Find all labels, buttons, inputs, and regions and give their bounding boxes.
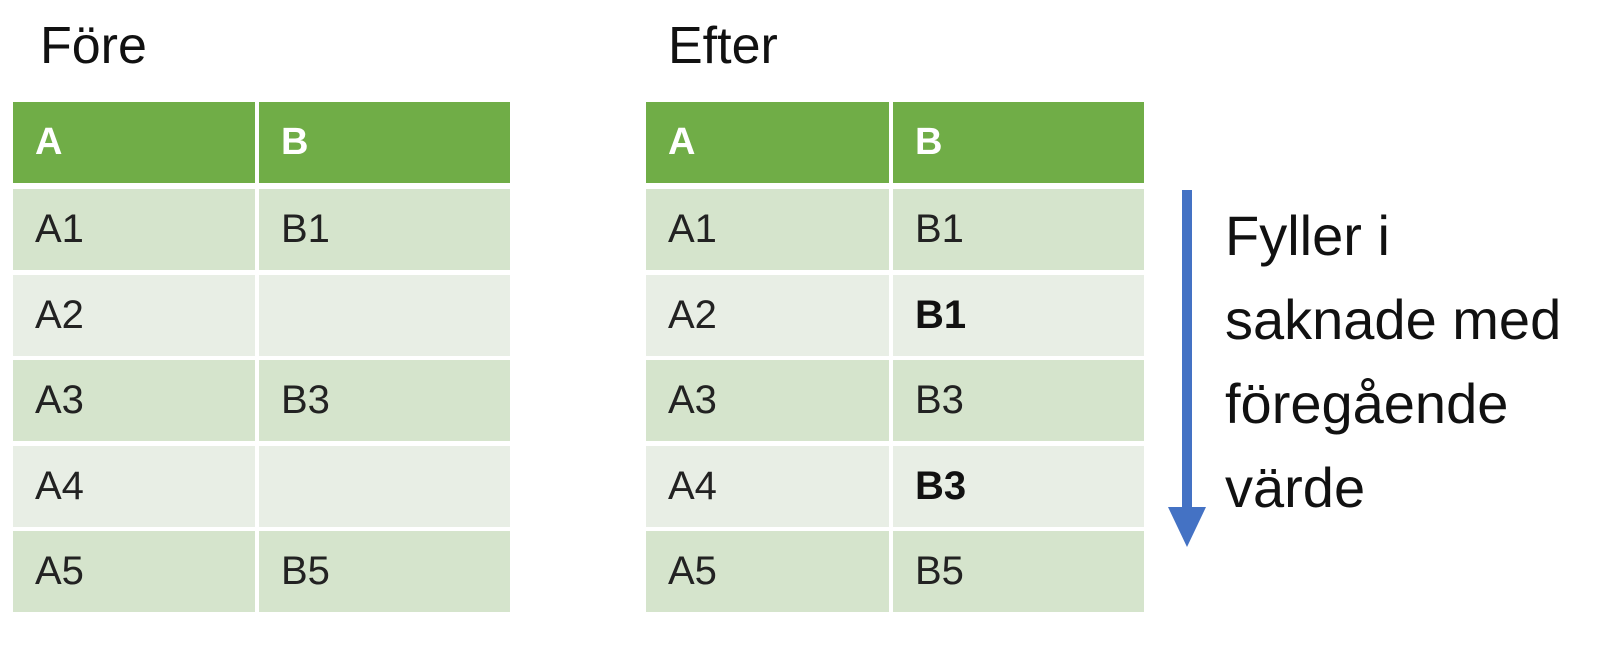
table-cell: B5 bbox=[893, 531, 1144, 612]
header-cell: B bbox=[893, 102, 1144, 183]
table-cell: B3 bbox=[259, 360, 510, 441]
table-cell: A5 bbox=[13, 531, 255, 612]
table-cell: A2 bbox=[13, 274, 255, 356]
note-line: Fyller i bbox=[1225, 204, 1390, 267]
table-cell: A3 bbox=[13, 360, 255, 441]
table-cell: B1 bbox=[893, 189, 1144, 270]
before-title: Före bbox=[40, 17, 147, 75]
table-cell: A4 bbox=[646, 445, 889, 527]
table-cell: A3 bbox=[646, 360, 889, 441]
table-cell: B3 bbox=[893, 360, 1144, 441]
header-cell: A bbox=[646, 102, 889, 183]
table-cell: A1 bbox=[646, 189, 889, 270]
header-cell: B bbox=[259, 102, 510, 183]
table-cell: B5 bbox=[259, 531, 510, 612]
table-cell: A1 bbox=[13, 189, 255, 270]
table-cell: B1 bbox=[259, 189, 510, 270]
fill-down-arrow bbox=[1168, 190, 1206, 547]
note-line: värde bbox=[1225, 456, 1366, 519]
note-line: föregående bbox=[1225, 372, 1509, 435]
table-cell: A4 bbox=[13, 445, 255, 527]
note-line: saknade med bbox=[1225, 288, 1562, 351]
table-cell bbox=[259, 445, 510, 527]
header-cell: A bbox=[13, 102, 255, 183]
table-cell bbox=[259, 274, 510, 356]
table-cell: B3 bbox=[893, 445, 1144, 527]
after-title: Efter bbox=[668, 17, 778, 75]
table-cell: A2 bbox=[646, 274, 889, 356]
table-cell: B1 bbox=[893, 274, 1144, 356]
table-cell: A5 bbox=[646, 531, 889, 612]
